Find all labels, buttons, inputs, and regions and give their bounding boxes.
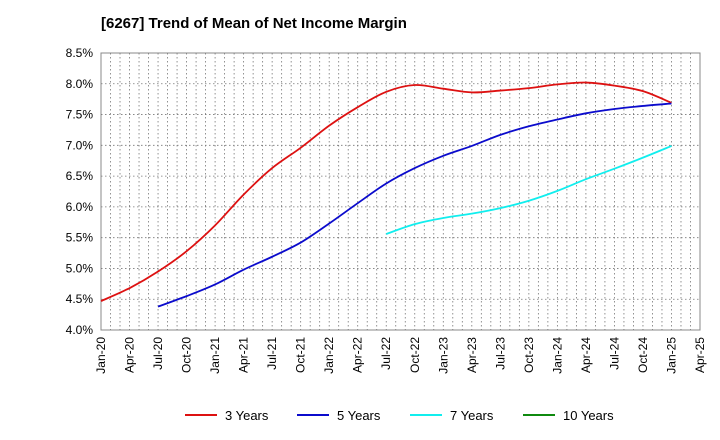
axes: 4.0% 4.5% 5.0% 5.5% 6.0% 6.5% 7.0% 7.5% 8.0% 8.5%… <box>66 46 707 374</box>
plot-area <box>100 52 701 331</box>
x-tick-label: Apr-25 <box>693 337 707 373</box>
y-tick-label: 7.5% <box>66 108 94 122</box>
y-tick-label: 6.5% <box>66 169 94 183</box>
legend: 3 Years 5 Years 7 Years 10 Years <box>185 408 614 423</box>
x-tick-label: Jul-20 <box>151 337 165 370</box>
y-tick-label: 7.0% <box>66 138 94 152</box>
y-tick-label: 4.5% <box>66 292 94 306</box>
y-tick-label: 5.5% <box>66 231 94 245</box>
x-tick-label: Jul-24 <box>607 337 621 370</box>
x-tick-label: Jan-21 <box>208 337 222 374</box>
x-tick-label: Jul-21 <box>265 337 279 370</box>
series-line-5-years <box>157 102 672 308</box>
legend-label: 5 Years <box>337 408 381 423</box>
x-tick-label: Jan-23 <box>436 337 450 374</box>
grid <box>100 52 701 331</box>
y-tick-label: 8.0% <box>66 77 94 91</box>
legend-label: 3 Years <box>225 408 269 423</box>
x-tick-label: Jan-25 <box>664 337 678 374</box>
x-tick-label: Apr-24 <box>579 337 593 373</box>
x-tick-label: Apr-22 <box>351 337 365 373</box>
y-tick-label: 6.0% <box>66 200 94 214</box>
legend-label: 10 Years <box>563 408 614 423</box>
series-line-7-years <box>385 145 672 235</box>
series-lines <box>100 81 672 308</box>
y-tick-label: 8.5% <box>66 46 94 60</box>
x-tick-label: Apr-23 <box>465 337 479 373</box>
legend-label: 7 Years <box>450 408 494 423</box>
x-tick-label: Jan-24 <box>550 337 564 374</box>
x-tick-label: Oct-23 <box>522 337 536 373</box>
y-tick-label: 4.0% <box>66 323 94 337</box>
series-line-3-years <box>100 81 672 302</box>
x-tick-label: Jan-22 <box>322 337 336 374</box>
x-tick-label: Apr-21 <box>237 337 251 373</box>
x-tick-label: Jul-22 <box>379 337 393 370</box>
x-tick-label: Oct-21 <box>294 337 308 373</box>
chart-title: [6267] Trend of Mean of Net Income Margi… <box>101 15 407 32</box>
x-tick-label: Oct-20 <box>180 337 194 373</box>
x-tick-label: Apr-20 <box>123 337 137 373</box>
x-tick-label: Jul-23 <box>493 337 507 370</box>
x-tick-label: Jan-20 <box>94 337 108 374</box>
x-tick-label: Oct-24 <box>636 337 650 373</box>
y-tick-label: 5.0% <box>66 261 94 275</box>
x-tick-label: Oct-22 <box>408 337 422 373</box>
